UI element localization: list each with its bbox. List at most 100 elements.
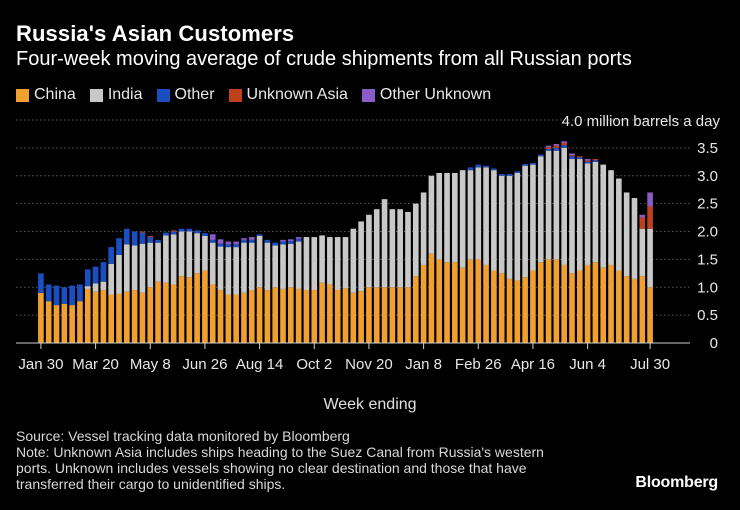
bar-segment-other xyxy=(576,157,583,160)
bar-segment-other-unknown xyxy=(225,241,232,245)
bar-segment-china xyxy=(69,305,75,343)
bar-segment-india xyxy=(319,235,325,283)
bar-segment-china xyxy=(498,273,505,343)
bar-segment-india xyxy=(623,192,630,277)
chart-footer: Source: Vessel tracking data monitored b… xyxy=(16,428,626,492)
bar-segment-other-unknown xyxy=(553,143,560,146)
bar-segment-other xyxy=(537,154,544,157)
bar-segment-india xyxy=(131,245,138,291)
bar-segment-india xyxy=(311,237,318,291)
bar-segment-india xyxy=(217,246,224,291)
bar-segment-china xyxy=(452,262,458,343)
bar-segment-other xyxy=(241,239,247,243)
bar-segment-india xyxy=(256,235,263,288)
bar-segment-china xyxy=(303,290,310,343)
bar-segment-other xyxy=(288,240,294,244)
bar-segment-china xyxy=(147,287,154,343)
bar-segment-india xyxy=(514,172,521,281)
bar-segment-other xyxy=(61,287,68,304)
bar-segment-other xyxy=(256,234,263,236)
bar-segment-other-unknown xyxy=(233,241,239,245)
bar-segment-other xyxy=(124,228,130,245)
bar-segment-india xyxy=(241,242,247,293)
legend-item-other: Other xyxy=(156,86,215,104)
bar-segment-china xyxy=(100,290,107,343)
bar-segment-other xyxy=(147,237,154,243)
bar-segment-china xyxy=(397,287,403,343)
bar-segment-india xyxy=(272,245,279,288)
bar-segment-india xyxy=(248,242,255,291)
bar-segment-india xyxy=(412,203,419,277)
bar-segment-india xyxy=(186,231,193,278)
bar-segment-china xyxy=(131,290,138,343)
x-tick-label: Apr 16 xyxy=(511,356,555,373)
bar-segment-china xyxy=(92,291,99,343)
bar-segment-india xyxy=(100,281,107,291)
bar-segment-china xyxy=(647,287,653,343)
legend: China India Other Unknown Asia Other Unk… xyxy=(16,86,505,104)
bar-segment-china xyxy=(467,259,474,344)
bar-segment-other-unknown xyxy=(241,238,247,240)
bar-segment-china xyxy=(84,288,91,343)
bar-segment-china xyxy=(139,292,146,343)
bar-segment-other xyxy=(280,241,286,245)
y-tick-label: 2.0 xyxy=(697,224,718,241)
bar-segment-india xyxy=(545,150,552,260)
bar-segment-india xyxy=(631,198,638,279)
legend-swatch-india xyxy=(89,88,103,102)
bar-segment-china xyxy=(459,267,466,343)
y-tick-label: 0.5 xyxy=(697,307,718,324)
bar-segment-india xyxy=(475,167,482,260)
bar-segment-other xyxy=(475,164,482,168)
bar-segment-china xyxy=(163,282,169,343)
bar-segment-other xyxy=(209,239,216,243)
x-tick-label: Nov 20 xyxy=(345,356,393,373)
bar-segment-china xyxy=(491,270,497,343)
bar-segment-other xyxy=(92,266,99,284)
bar-segment-other xyxy=(522,164,528,166)
bar-segment-other xyxy=(233,244,239,248)
bar-segment-other-unknown xyxy=(295,237,302,239)
bar-segment-india xyxy=(537,156,544,263)
legend-label-other-unknown: Other Unknown xyxy=(379,86,492,103)
bar-segment-india xyxy=(553,150,560,260)
bar-segment-other xyxy=(248,239,255,243)
bar-segment-china xyxy=(280,288,286,343)
bar-segment-india xyxy=(178,231,185,277)
bar-segment-china xyxy=(530,270,536,343)
bar-segment-china xyxy=(217,290,224,343)
bar-segment-india xyxy=(452,172,458,263)
bar-segment-unknown-asia xyxy=(170,230,177,232)
bar-segment-china xyxy=(342,288,349,343)
bar-segment-china xyxy=(327,284,333,343)
bar-segment-china xyxy=(623,276,630,343)
bar-segment-china xyxy=(483,264,489,343)
bar-segment-other xyxy=(217,243,224,247)
bar-segment-other xyxy=(131,231,138,246)
bar-segment-unknown-asia xyxy=(545,147,552,149)
y-tick-label: 3.5 xyxy=(697,140,718,157)
bar-segment-china xyxy=(436,259,443,344)
bar-segment-china xyxy=(319,282,325,343)
x-tick-label: Jan 30 xyxy=(18,356,63,373)
bar-segment-china xyxy=(576,270,583,343)
bar-segment-other xyxy=(295,238,302,242)
bar-segment-other xyxy=(84,269,91,287)
x-tick-label: Jul 30 xyxy=(630,356,670,373)
y-tick-label: 1.0 xyxy=(697,279,718,296)
bar-segment-other xyxy=(139,232,146,244)
bar-segment-other-unknown xyxy=(209,234,216,240)
bar-segment-other xyxy=(467,167,474,171)
x-tick-label: May 8 xyxy=(130,356,171,373)
bar-segment-other-unknown xyxy=(280,239,286,242)
bar-segment-china xyxy=(412,276,419,343)
bar-segment-unknown-asia xyxy=(139,231,146,233)
bar-segment-india xyxy=(170,234,177,285)
bar-segment-other xyxy=(53,285,60,306)
bar-segment-india xyxy=(616,178,622,271)
bar-segment-india xyxy=(498,175,505,274)
bar-segment-india xyxy=(530,164,536,271)
bar-segment-india xyxy=(381,199,388,288)
bar-segment-china xyxy=(77,301,83,343)
bar-segment-india xyxy=(459,170,466,268)
